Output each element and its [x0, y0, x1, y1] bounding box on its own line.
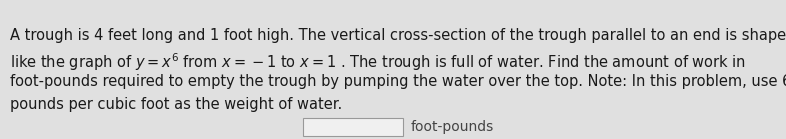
- Text: A trough is 4 feet long and 1 foot high. The vertical cross-section of the troug: A trough is 4 feet long and 1 foot high.…: [10, 28, 786, 43]
- FancyBboxPatch shape: [303, 118, 402, 136]
- Text: foot-pounds required to empty the trough by pumping the water over the top. Note: foot-pounds required to empty the trough…: [10, 74, 786, 89]
- Text: foot-pounds: foot-pounds: [410, 120, 494, 134]
- Text: pounds per cubic foot as the weight of water.: pounds per cubic foot as the weight of w…: [10, 97, 342, 112]
- Text: like the graph of $y = x^6$ from $x = -1$ to $x = 1$ . The trough is full of wat: like the graph of $y = x^6$ from $x = -1…: [10, 51, 746, 73]
